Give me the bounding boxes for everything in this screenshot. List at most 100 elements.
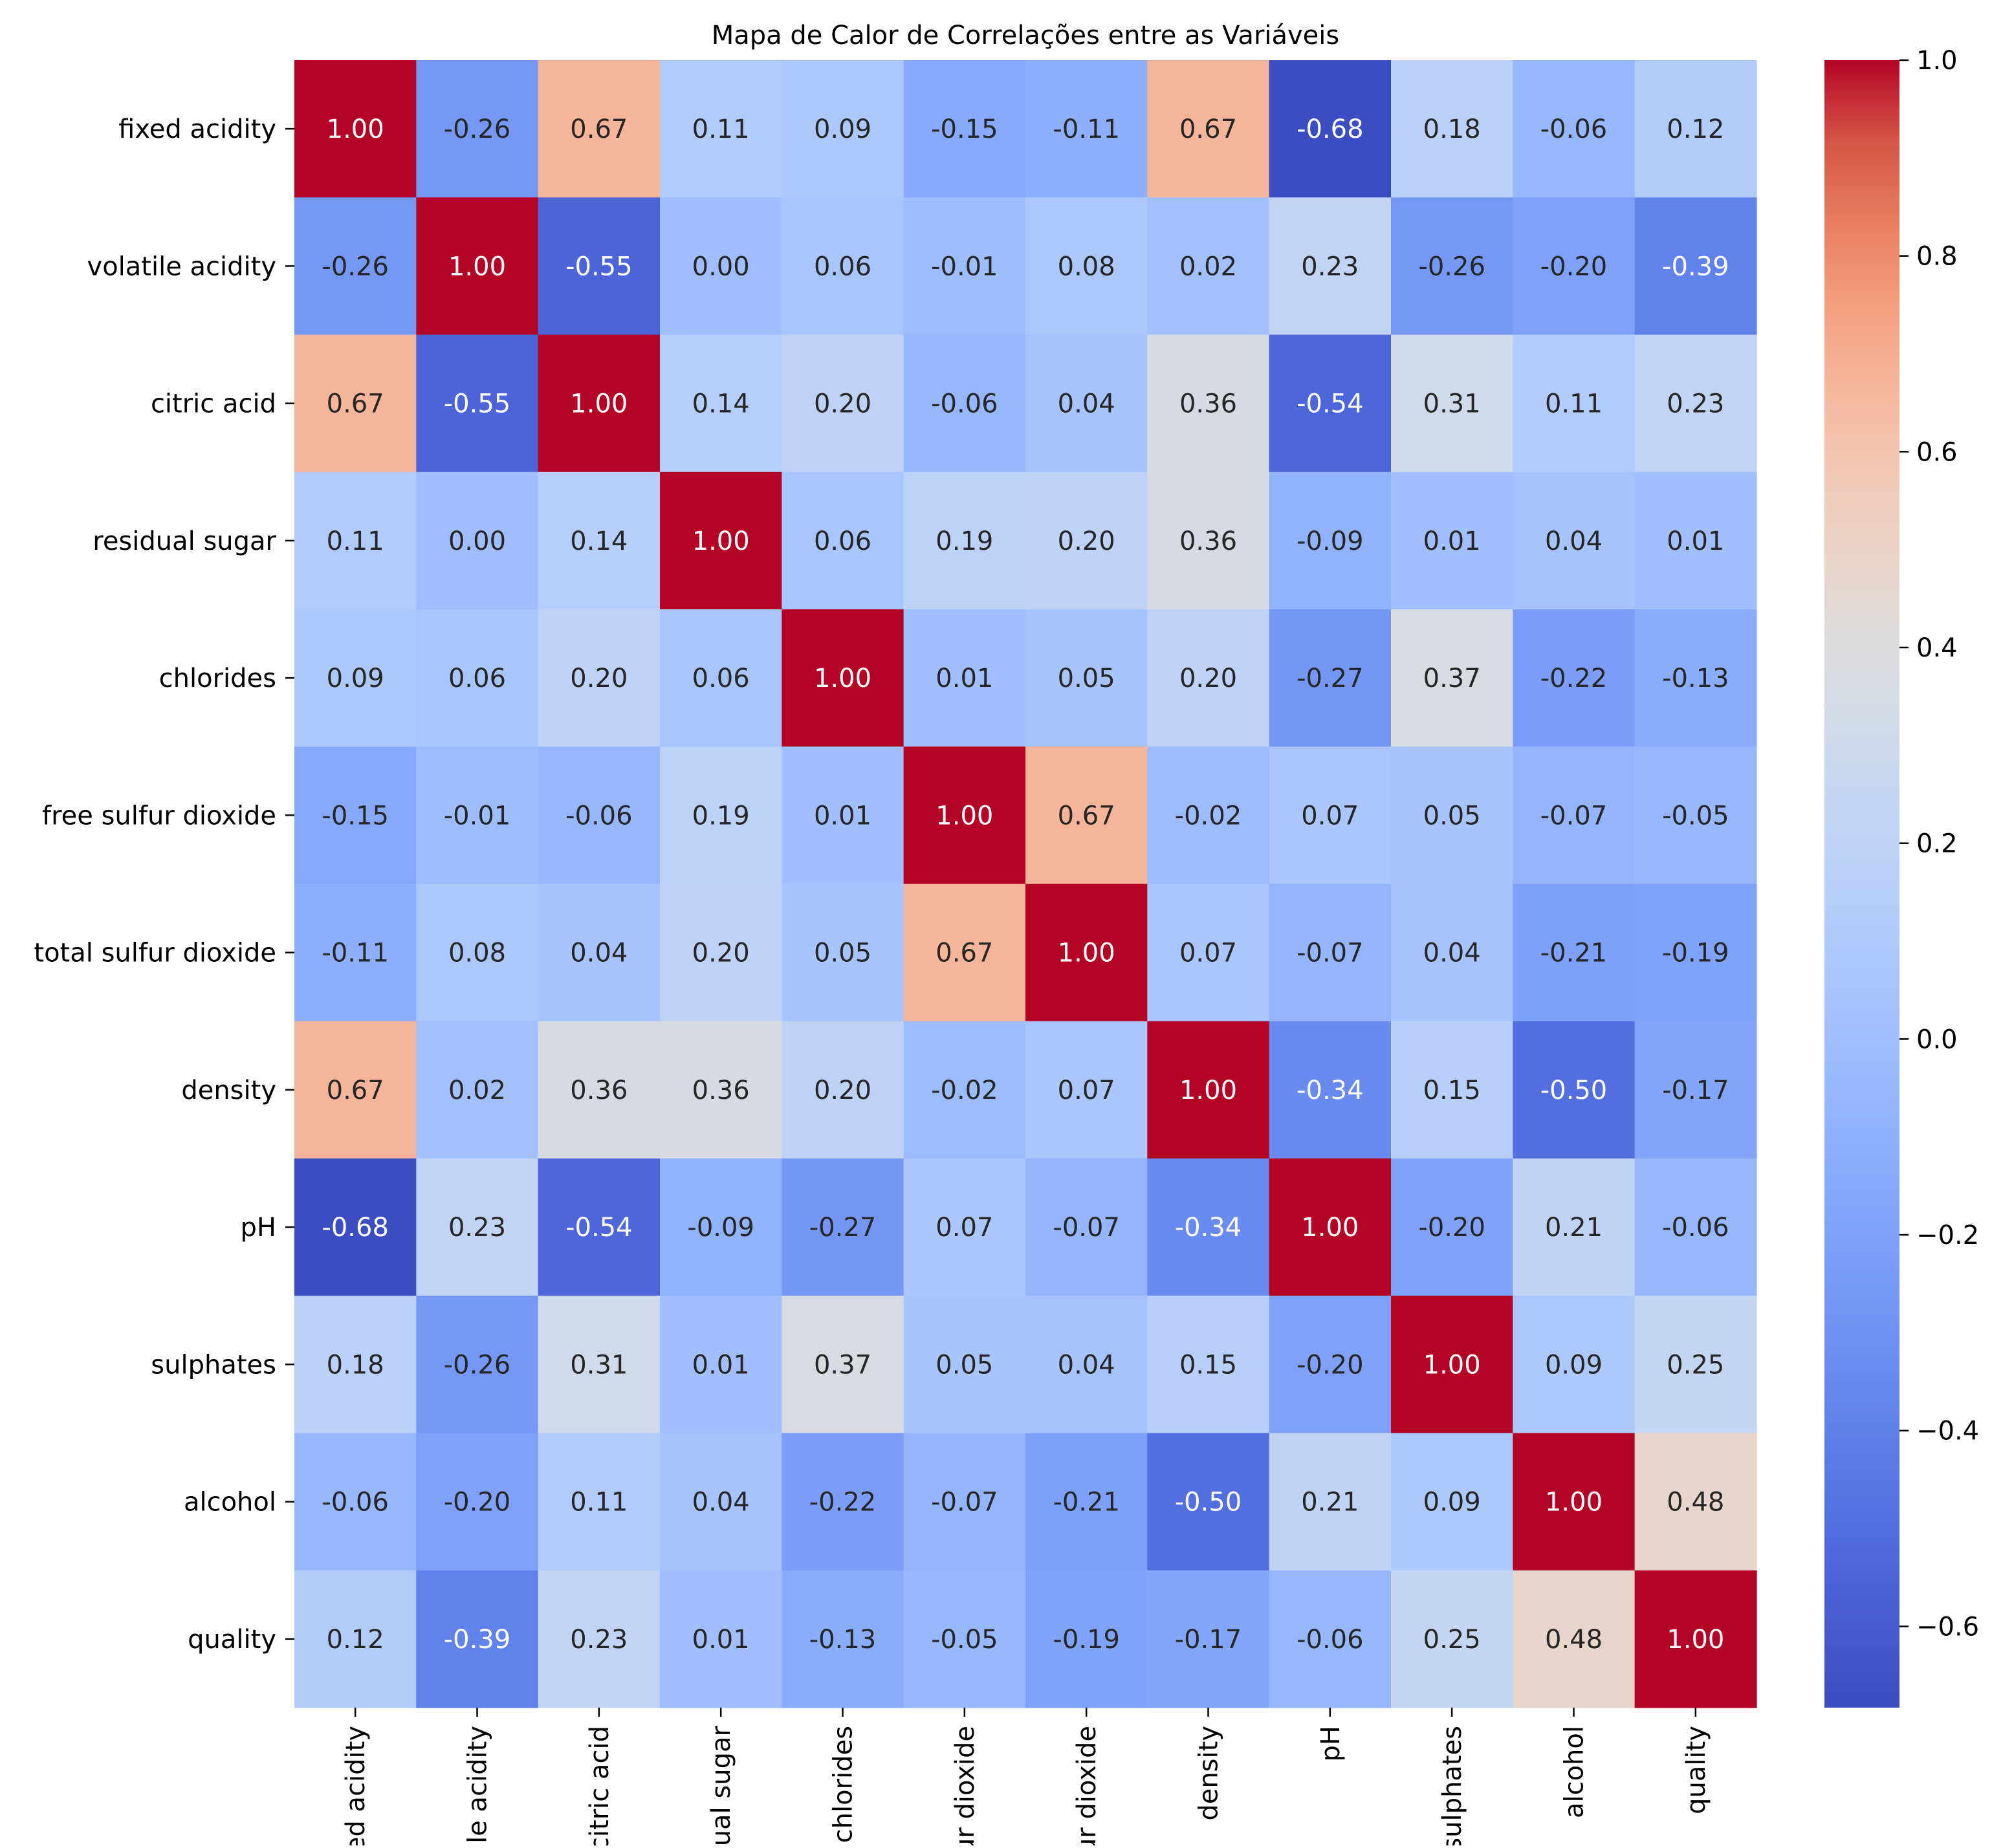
heatmap-cell [294,60,417,198]
cell-value-label: 0.04 [1058,389,1115,419]
heatmap-cell [294,472,417,610]
heatmap-cell [782,334,904,473]
heatmap-cell [903,609,1026,747]
colorbar-tick-label: −0.2 [1916,1221,1979,1250]
cell-value-label: 0.48 [1667,1488,1724,1517]
cell-value-label: 1.00 [936,801,993,831]
cell-value-label: 0.01 [814,801,871,831]
heatmap-cell [1147,1021,1270,1159]
cell-value-label: 1.00 [692,527,750,556]
cell-value-label: 0.04 [1423,939,1481,968]
heatmap-cell [1025,746,1148,885]
cell-value-label: 1.00 [327,114,384,144]
cell-value-label: 0.14 [692,389,750,419]
heatmap-cell [660,884,782,1022]
chart-title: Mapa de Calor de Correlações entre as Va… [712,21,1340,50]
heatmap-cell [660,1570,782,1708]
heatmap-cell [1634,1570,1757,1708]
cell-value-label: -0.20 [444,1488,511,1517]
cell-value-label: 1.00 [1667,1625,1724,1655]
heatmap-cell [416,197,539,336]
y-tick-label: density [181,1076,276,1105]
cell-value-label: 0.05 [814,939,871,968]
cell-value-label: 0.02 [1179,252,1237,281]
heatmap-cell [294,1296,417,1434]
heatmap-cell [1513,1158,1636,1296]
cell-value-label: 0.67 [1058,801,1115,831]
cell-value-label: 0.09 [327,664,384,693]
heatmap-cell [1147,197,1270,336]
cell-value-label: -0.01 [931,252,998,281]
cell-value-label: -0.39 [444,1625,511,1655]
cell-value-label: -0.01 [444,801,511,831]
cell-value-label: 0.06 [814,252,871,281]
cell-value-label: -0.34 [1175,1213,1242,1243]
cell-value-label: 0.04 [692,1488,750,1517]
cell-value-label: 1.00 [1423,1350,1481,1380]
colorbar-tick-label: 0.8 [1916,242,1958,272]
cell-value-label: -0.06 [1540,114,1608,144]
heatmap-cell [416,1433,539,1571]
heatmap-cell [416,1158,539,1296]
heatmap-cell [416,884,539,1022]
cell-value-label: 0.04 [570,939,628,968]
cell-value-label: -0.06 [1297,1625,1364,1655]
cell-value-label: -0.22 [1540,664,1608,693]
cell-value-label: 0.36 [1179,527,1237,556]
heatmap-cell [1147,1158,1270,1296]
heatmap-cell [1391,60,1513,198]
y-tick-label: alcohol [184,1488,276,1517]
colorbar-tick-label: 0.6 [1916,437,1958,467]
heatmap-cell [903,334,1026,473]
cell-value-label: -0.21 [1540,939,1608,968]
heatmap-cell [782,746,904,885]
cell-value-label: -0.54 [1297,389,1364,419]
heatmap-cell [903,746,1026,885]
heatmap-cell [903,1433,1026,1571]
colorbar-tick-label: 0.0 [1916,1025,1958,1054]
cell-value-label: 1.00 [1545,1488,1603,1517]
heatmap-cell [294,1021,417,1159]
cell-value-label: 0.20 [1179,664,1237,693]
heatmap-cell [1147,472,1270,610]
cell-value-label: 0.31 [1423,389,1481,419]
cell-value-label: 0.05 [936,1350,993,1380]
heatmap-cell [782,1570,904,1708]
heatmap-cell [1391,1158,1513,1296]
cell-value-label: 1.00 [814,664,871,693]
heatmap-cell [1391,609,1513,747]
colorbar-tick-label: 0.4 [1916,633,1958,663]
cell-value-label: 0.37 [814,1350,871,1380]
cell-value-label: -0.07 [1297,939,1364,968]
heatmap-cell [660,746,782,885]
cell-value-label: 0.67 [936,939,993,968]
y-tick-label: pH [241,1213,276,1243]
cell-value-label: -0.20 [1540,252,1608,281]
heatmap-cell [1025,1158,1148,1296]
heatmap-cell [538,60,661,198]
cell-value-label: 0.07 [936,1213,993,1243]
cell-value-label: 0.01 [692,1625,750,1655]
cell-value-label: 0.14 [570,527,628,556]
cell-value-label: -0.15 [322,801,389,831]
heatmap-cell [1391,746,1513,885]
cell-value-label: 1.00 [448,252,506,281]
heatmap-cell [903,472,1026,610]
cell-value-label: 1.00 [570,389,628,419]
heatmap-cell [903,1021,1026,1159]
cell-value-label: 0.20 [570,664,628,693]
cell-value-label: -0.19 [1662,939,1729,968]
heatmap-cell [782,1021,904,1159]
cell-value-label: 0.05 [1423,801,1481,831]
heatmap-cell [1634,472,1757,610]
y-tick-label: fixed acidity [118,114,276,144]
heatmap-cell [1025,609,1148,747]
heatmap-cell [1634,884,1757,1022]
heatmap-cell [1025,1021,1148,1159]
y-tick-label: residual sugar [93,527,276,556]
heatmap-cell [1513,1296,1636,1434]
heatmap-cell [782,1296,904,1434]
cell-value-label: 0.01 [1667,527,1724,556]
heatmap-cell [538,1296,661,1434]
